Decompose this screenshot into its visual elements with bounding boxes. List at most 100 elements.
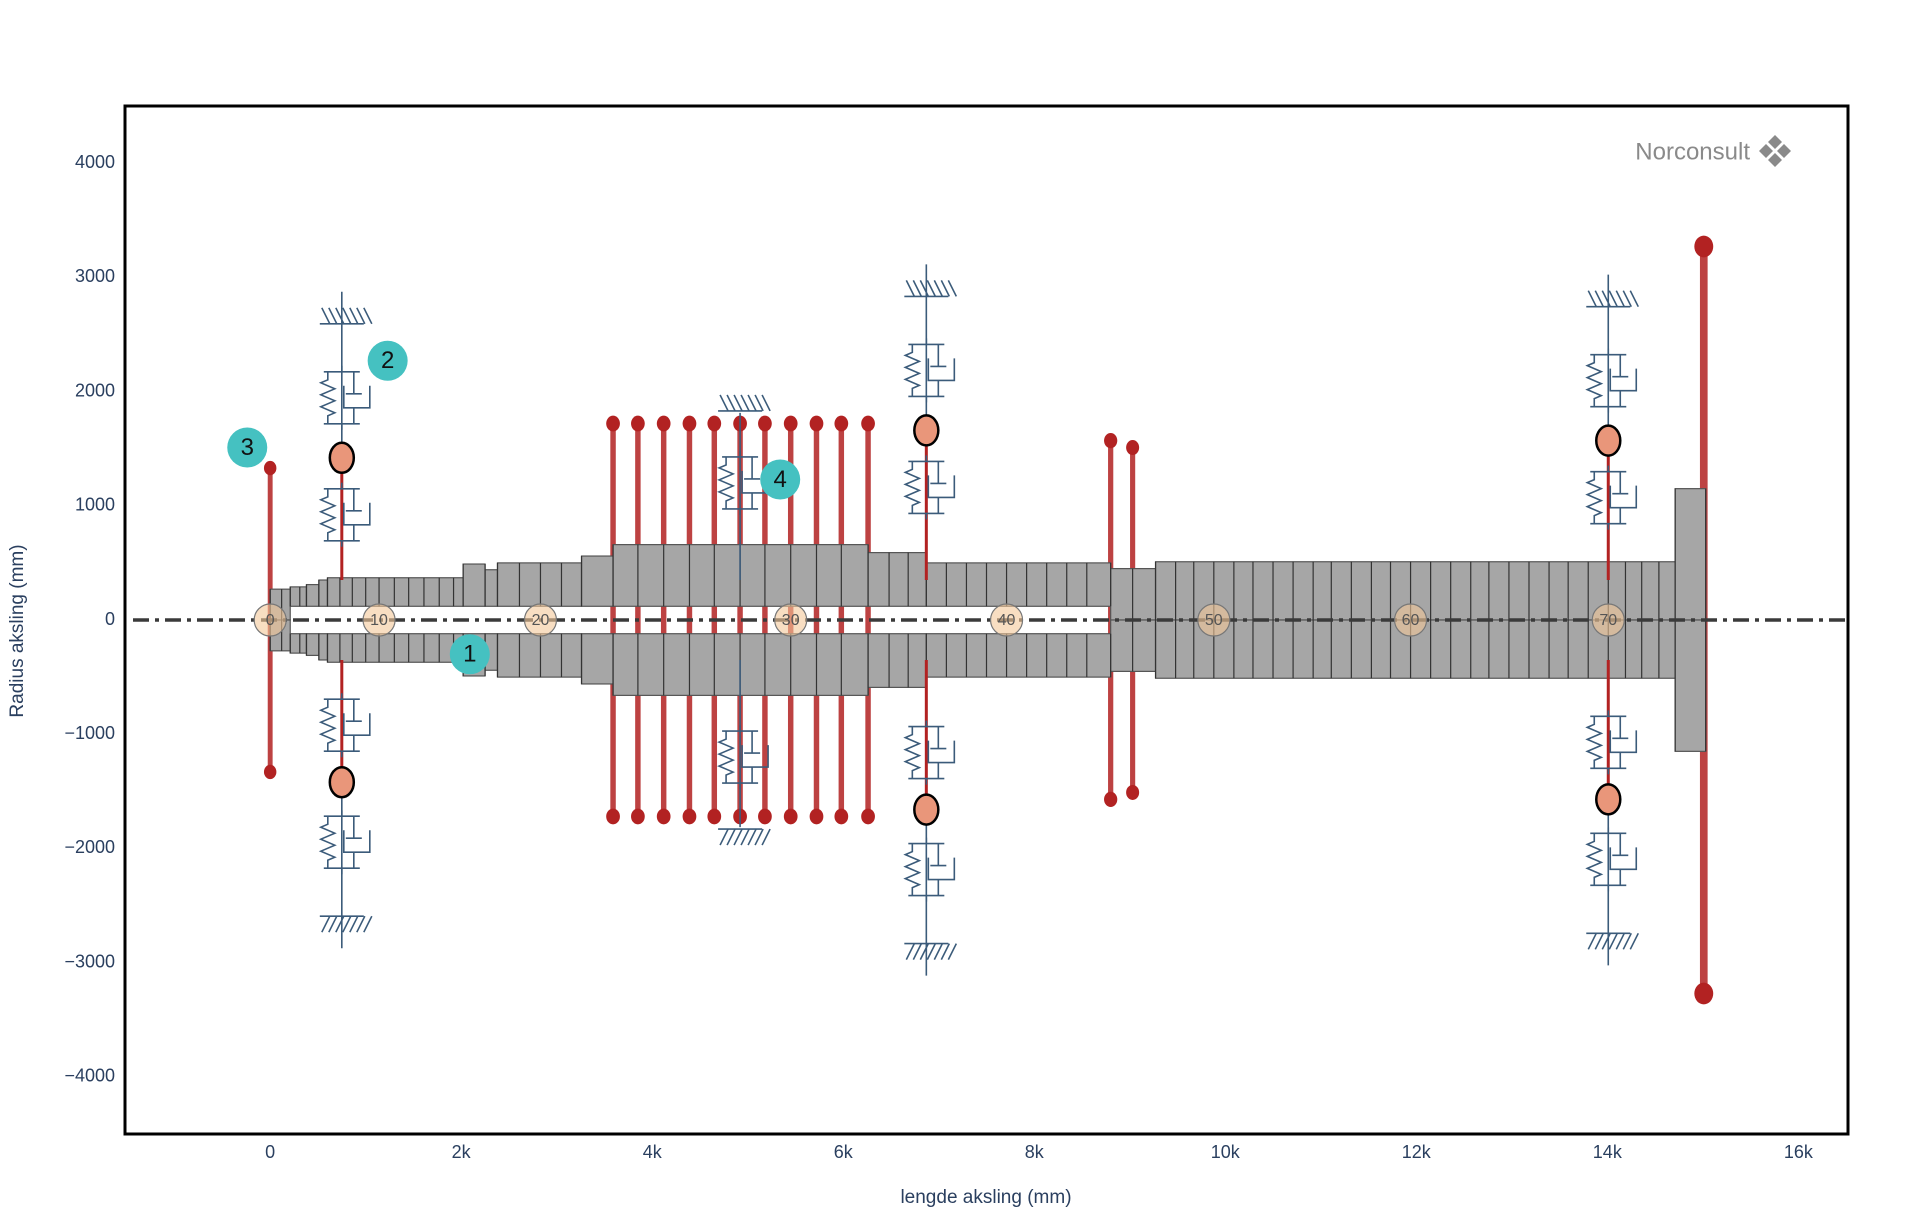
ground-hatch [747, 394, 757, 412]
node-label: 0 [266, 612, 275, 629]
spring-damper [1585, 465, 1638, 530]
ground-hatch [912, 280, 923, 297]
ground-hatch [1615, 932, 1625, 950]
ground-hatch [363, 307, 373, 325]
x-tick-label: 6k [834, 1142, 854, 1162]
node-marker [1591, 603, 1625, 637]
ground-hatch [1629, 290, 1639, 308]
shaft-section [289, 633, 308, 654]
ground-hatch [356, 307, 366, 325]
disk-tip [1104, 433, 1118, 449]
shaft-section [326, 577, 464, 607]
disk-tip [1104, 791, 1118, 807]
node-marker [1393, 603, 1428, 637]
disk-tip [861, 808, 875, 825]
ground-hatch [740, 394, 750, 412]
spring-damper [903, 455, 956, 520]
ground-hatch [328, 915, 338, 933]
shaft-section [326, 633, 464, 663]
spring-damper-path [318, 810, 371, 875]
y-tick-label: −4000 [64, 1066, 115, 1086]
ground-hatch [321, 307, 331, 325]
spring-damper-path [717, 450, 769, 515]
ground-hatch [1629, 932, 1639, 950]
ground-hatch [321, 915, 331, 933]
callout-label: 1 [463, 641, 476, 668]
spring-damper [318, 810, 371, 875]
ground-hatch [933, 280, 944, 297]
x-tick-label: 14k [1593, 1142, 1623, 1162]
ground-hatch [740, 828, 750, 846]
node-marker [362, 603, 396, 637]
node-marker [523, 603, 558, 637]
bearing [913, 793, 940, 826]
spring-damper-path [1585, 827, 1638, 892]
y-tick-label: 0 [105, 609, 115, 629]
callout [760, 459, 801, 500]
shaft-section [496, 633, 583, 678]
ground-hatch [747, 828, 757, 846]
spring-damper-path [1585, 465, 1638, 530]
ground-hatch [349, 307, 359, 325]
shaft-section [462, 563, 486, 607]
x-tick-label: 8k [1025, 1142, 1045, 1162]
ground-hatch [349, 915, 359, 933]
disk-tip [809, 808, 824, 825]
disk-tip [861, 415, 875, 432]
ground-hatch [905, 280, 916, 297]
ground-hatch [940, 943, 951, 960]
ground-hatch [356, 915, 366, 933]
shaft-section [318, 579, 329, 607]
shaft-section [925, 633, 1112, 678]
ground-hatch [919, 280, 930, 297]
x-axis-title: lengde aksling (mm) [900, 1187, 1071, 1208]
shaft-section [580, 633, 614, 685]
shaft-section [867, 552, 927, 607]
shaft-section [318, 633, 329, 661]
ground-hatch [761, 394, 771, 412]
node-label: 70 [1599, 612, 1617, 629]
y-tick-label: −2000 [64, 837, 115, 857]
disk-tip [834, 808, 849, 825]
ground-hatch [726, 394, 736, 412]
ground-hatch [919, 943, 930, 960]
ground-hatch [761, 828, 771, 846]
y-tick-label: 4000 [75, 152, 115, 172]
ground [904, 942, 958, 960]
node-label: 10 [370, 612, 388, 629]
callout [449, 634, 490, 675]
ground-hatch [1594, 932, 1604, 950]
shaft-section [925, 562, 1112, 607]
ground-hatch [1601, 290, 1611, 308]
spring-damper [318, 693, 371, 758]
disk-tip [682, 808, 697, 825]
ground-hatch [926, 943, 937, 960]
spring-damper [903, 837, 956, 902]
callout-label: 2 [381, 347, 394, 374]
x-tick-label: 2k [452, 1142, 472, 1162]
disk-tip [783, 808, 798, 825]
ground-hatch [947, 280, 958, 297]
logo-text: Norconsult [1635, 138, 1750, 165]
ground-hatch [1587, 290, 1597, 308]
x-tick-label: 12k [1402, 1142, 1432, 1162]
ground [718, 828, 771, 846]
y-axis-title: Radius aksling (mm) [7, 544, 28, 717]
ground-hatch [719, 828, 729, 846]
callout [367, 340, 408, 381]
disk-tip [682, 415, 697, 432]
ground-hatch [1608, 290, 1618, 308]
shaft-section [305, 633, 320, 657]
ground-hatch [754, 394, 764, 412]
disk-tip [263, 764, 277, 780]
shaft-section [580, 555, 614, 607]
ground-hatch [933, 943, 944, 960]
disk-tip [606, 808, 620, 825]
ground-hatch [1622, 932, 1632, 950]
disk-tip [707, 808, 722, 825]
disk-tip [631, 808, 645, 825]
y-tick-label: 1000 [75, 495, 115, 515]
y-tick-label: 2000 [75, 380, 115, 400]
